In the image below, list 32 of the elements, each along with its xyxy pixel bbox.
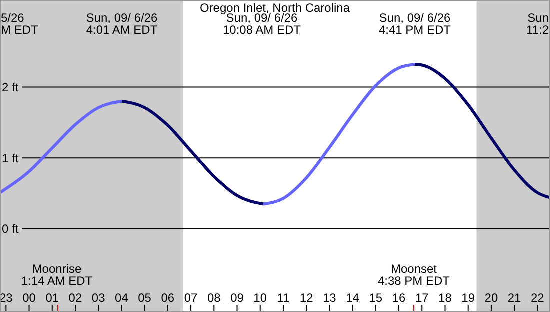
- annotation: Sun 11:2: [526, 11, 550, 37]
- x-tick-label: 21: [508, 291, 522, 305]
- x-tick-label: 13: [323, 291, 337, 305]
- x-tick-label: 01: [46, 291, 60, 305]
- x-tick-label: 10: [254, 291, 268, 305]
- x-tick-label: 15: [369, 291, 383, 305]
- x-tick-label: 18: [438, 291, 452, 305]
- x-tick-label: 04: [115, 291, 129, 305]
- annotation: Moonrise 1:14 AM EDT: [21, 262, 94, 288]
- x-tick-label: 07: [184, 291, 198, 305]
- x-tick-label: 12: [300, 291, 314, 305]
- annotation: Sun, 09/ 6/26 4:01 AM EDT: [86, 11, 158, 37]
- y-tick-label: 2 ft: [2, 80, 20, 94]
- x-tick-label: 20: [484, 291, 498, 305]
- x-tick-label: 16: [392, 291, 406, 305]
- y-tick-label: 1 ft: [2, 151, 20, 166]
- x-tick-label: 06: [161, 291, 175, 305]
- annotation: Moonset 4:38 PM EDT: [378, 262, 451, 288]
- x-tick-label: 00: [22, 291, 36, 305]
- x-tick-label: 02: [68, 291, 82, 305]
- annotation: 5/26 M EDT: [1, 11, 39, 37]
- x-tick-label: 08: [207, 291, 222, 305]
- x-tick-label: 14: [346, 291, 360, 305]
- x-tick-label: 22: [530, 291, 545, 305]
- x-tick-label: 05: [138, 291, 152, 305]
- x-tick-label: 03: [92, 291, 106, 305]
- x-tick-label: 17: [415, 291, 430, 305]
- y-tick-label: 0 ft: [2, 222, 20, 236]
- x-tick-label: 11: [277, 291, 290, 305]
- annotation: Sun, 09/ 6/26 4:41 PM EDT: [378, 11, 452, 37]
- x-tick-label: 09: [230, 291, 244, 305]
- x-tick-label: 19: [462, 291, 476, 305]
